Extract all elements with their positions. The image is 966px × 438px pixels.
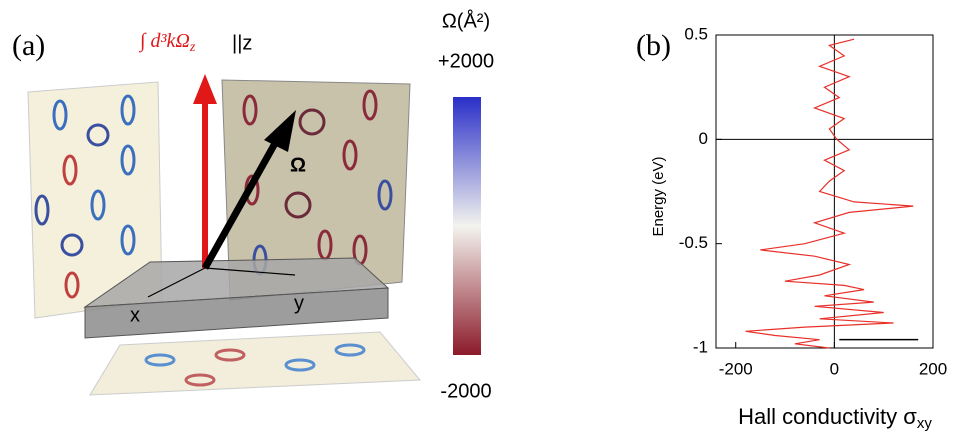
omega-label: Ω bbox=[290, 154, 306, 176]
panel-label: (b) bbox=[636, 29, 671, 62]
integral-label: ∫ d³kΩz bbox=[138, 30, 196, 56]
x-axis-arrow bbox=[147, 267, 206, 298]
y-axis-label: Energy (eV) bbox=[650, 156, 667, 236]
black-arrow bbox=[201, 136, 282, 270]
y-tick-label: 0 bbox=[699, 129, 708, 148]
colorbar-tick-label: -2000 bbox=[440, 380, 491, 402]
x-axis-label-sub: xy bbox=[917, 415, 933, 432]
plot-frame bbox=[715, 34, 934, 349]
colorbar-title: Ω(Å²) bbox=[442, 9, 490, 32]
x-label: x bbox=[130, 304, 140, 326]
y-tick-label: 0.5 bbox=[684, 24, 708, 43]
x-axis-label-text: Hall conductivity σ bbox=[738, 404, 917, 429]
y-tick-label: -1 bbox=[693, 337, 708, 356]
integral-text: ∫ d³kΩ bbox=[138, 30, 190, 53]
colorbar bbox=[453, 97, 481, 355]
x-tick-label: 200 bbox=[919, 359, 947, 378]
x-tick-label: -200 bbox=[719, 359, 753, 378]
y-tick-label: -0.5 bbox=[679, 233, 708, 252]
y-label: y bbox=[294, 292, 304, 314]
y-axis-arrow bbox=[204, 267, 296, 276]
colorbar-tick-label: +2000 bbox=[438, 50, 494, 72]
data-line bbox=[745, 38, 914, 349]
illustration bbox=[27, 74, 422, 396]
x-tick-label: 0 bbox=[830, 359, 839, 378]
x-axis-label: Hall conductivity σxy bbox=[738, 404, 932, 432]
panel-label: (a) bbox=[12, 29, 45, 62]
integral-sub: z bbox=[189, 40, 196, 55]
chart: (b) 0.5 0 -0.5 -1 -200 0 200 Energy (eV) Hall con… bbox=[636, 24, 947, 431]
slab-side bbox=[84, 287, 389, 339]
black-arrowhead bbox=[264, 110, 296, 152]
bottom-plane bbox=[89, 331, 422, 396]
colorbar-ticks: +2000 -2000 bbox=[438, 50, 494, 402]
parallel-label: ||z bbox=[232, 32, 252, 54]
red-arrowhead bbox=[193, 74, 217, 104]
